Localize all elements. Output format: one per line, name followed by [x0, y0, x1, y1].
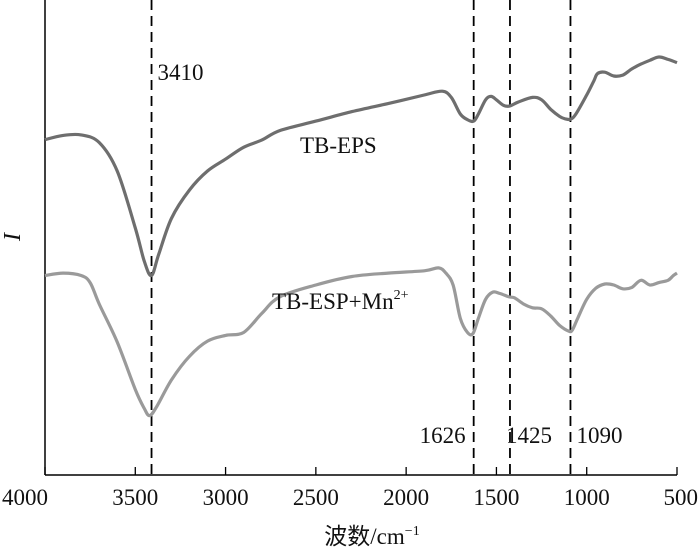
- series-lines: [44, 55, 678, 418]
- x-axis-label-main: 波数/cm: [324, 524, 405, 549]
- x-tick-label: 1500: [473, 485, 519, 510]
- series-line-0: [44, 55, 678, 278]
- x-axis-ticks: 4000 3500 3000 2500 2000 1500 1000 500: [2, 467, 698, 510]
- x-tick-label: 1000: [564, 485, 610, 510]
- series-line-1: [44, 266, 678, 418]
- x-tick-label: 2500: [293, 485, 339, 510]
- x-axis-label: 波数/cm−1: [324, 524, 419, 549]
- peak-label-3410: 3410: [158, 60, 204, 85]
- series-label-0: TB-EPS: [300, 133, 377, 158]
- x-tick-label: 500: [664, 485, 699, 510]
- annotation-labels: 3410 1626 1425 1090 TB-EPS TB-ESP+Mn2+: [158, 60, 623, 448]
- x-tick-label: 3500: [112, 485, 158, 510]
- peak-label-1090: 1090: [576, 423, 622, 448]
- x-tick-label: 4000: [2, 485, 48, 510]
- y-axis-label: I: [0, 232, 26, 242]
- peak-label-1425: 1425: [506, 423, 552, 448]
- plot-frame: [44, 0, 677, 476]
- x-tick-label: 3000: [203, 485, 249, 510]
- series-label-1: TB-ESP+Mn2+: [272, 288, 409, 314]
- reference-lines: [150, 0, 572, 475]
- x-axis-label-sup: −1: [405, 524, 420, 539]
- x-tick-label: 2000: [383, 485, 429, 510]
- peak-label-1626: 1626: [420, 423, 466, 448]
